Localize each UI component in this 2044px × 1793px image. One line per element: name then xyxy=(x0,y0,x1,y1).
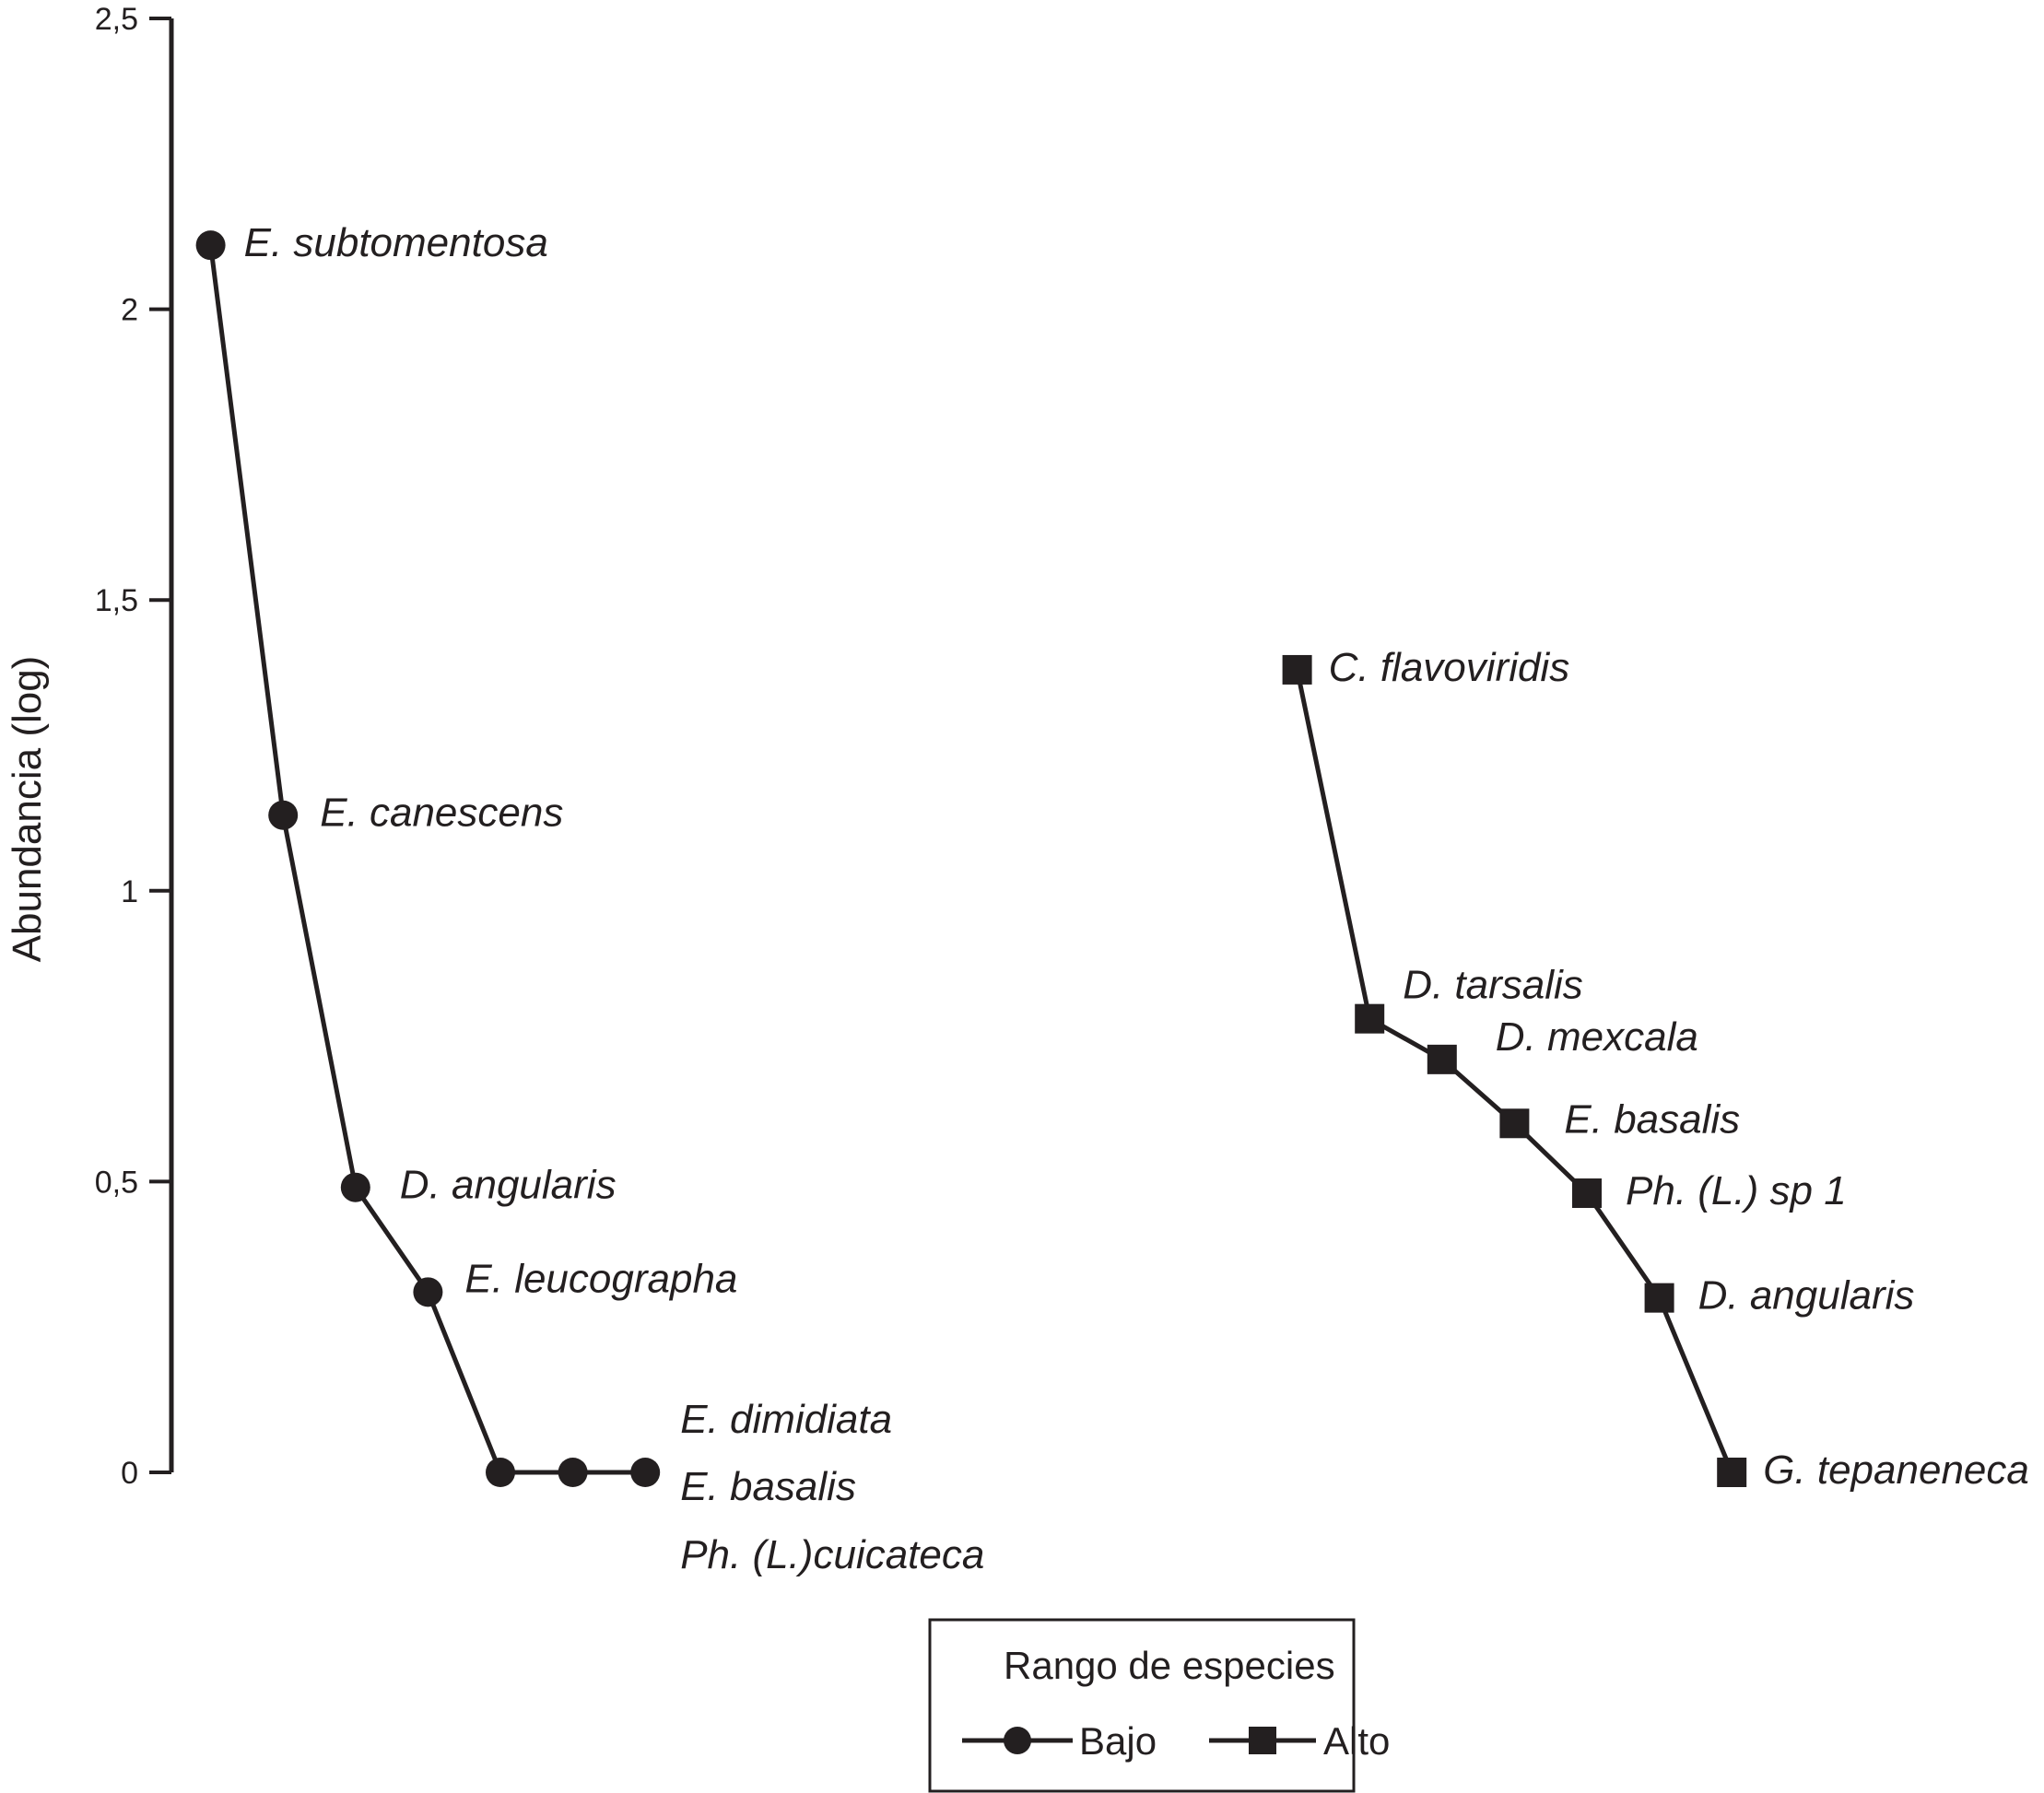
point-label: D. mexcala xyxy=(1496,1014,1698,1060)
data-point xyxy=(1572,1178,1602,1209)
y-tick-label: 2,5 xyxy=(95,2,138,37)
point-label: Ph. (L.)cuicateca xyxy=(680,1532,984,1577)
data-point xyxy=(268,800,299,830)
legend-marker xyxy=(1004,1727,1031,1754)
data-point xyxy=(413,1277,443,1307)
legend-items: Bajo Alto xyxy=(962,1719,1390,1763)
data-point xyxy=(1355,1003,1385,1034)
y-tick-label: 1 xyxy=(121,874,138,909)
y-axis-label: Abundancia (log) xyxy=(5,656,50,963)
point-label: C. flavoviridis xyxy=(1329,645,1570,690)
data-point xyxy=(1717,1458,1747,1487)
legend-marker xyxy=(1249,1727,1276,1754)
point-label: E. basalis xyxy=(680,1464,856,1509)
legend-label: Alto xyxy=(1323,1719,1390,1763)
legend-item-alto: Alto xyxy=(1209,1719,1390,1763)
point-label: G. tepaneneca xyxy=(1763,1447,2029,1493)
data-point xyxy=(1499,1108,1530,1139)
y-tick-label: 0 xyxy=(121,1456,138,1491)
y-tick-label: 2 xyxy=(121,293,138,328)
series-layer: E. subtomentosa E. canescens D. angularis E… xyxy=(195,220,2029,1577)
y-axis: 0 0,5 1 1,5 2 2,5 xyxy=(95,2,174,1491)
data-point xyxy=(486,1458,515,1487)
data-point xyxy=(1644,1283,1674,1313)
series-alto: C. flavoviridis D. tarsalis D. mexcala E. b… xyxy=(1282,645,2029,1493)
y-tick-label: 1,5 xyxy=(95,583,138,618)
point-label: E. subtomentosa xyxy=(244,220,548,265)
point-label: E. basalis xyxy=(1564,1096,1740,1142)
legend-label: Bajo xyxy=(1079,1719,1157,1763)
point-label: D. angularis xyxy=(400,1163,617,1208)
point-label: D. angularis xyxy=(1698,1273,1915,1318)
series-bajo: E. subtomentosa E. canescens D. angularis E… xyxy=(195,220,984,1577)
series-line xyxy=(1295,669,1734,1473)
y-tick-label: 0,5 xyxy=(95,1165,138,1200)
point-label: E. canescens xyxy=(320,791,563,836)
legend-title: Rango de especies xyxy=(1004,1644,1335,1687)
data-point xyxy=(195,230,226,261)
legend-box xyxy=(928,1618,1356,1793)
data-point xyxy=(558,1458,588,1487)
legend: Rango de especies Bajo Alto xyxy=(928,1618,1390,1793)
data-point xyxy=(340,1172,370,1202)
data-point xyxy=(1282,654,1312,685)
data-point xyxy=(630,1458,661,1487)
legend-item-bajo: Bajo xyxy=(962,1719,1157,1763)
point-label: D. tarsalis xyxy=(1403,963,1583,1008)
point-label: E. leucographa xyxy=(464,1256,737,1301)
data-point xyxy=(1427,1044,1457,1074)
point-label: Ph. (L.) sp 1 xyxy=(1626,1168,1847,1213)
point-label: E. dimidiata xyxy=(680,1397,892,1442)
